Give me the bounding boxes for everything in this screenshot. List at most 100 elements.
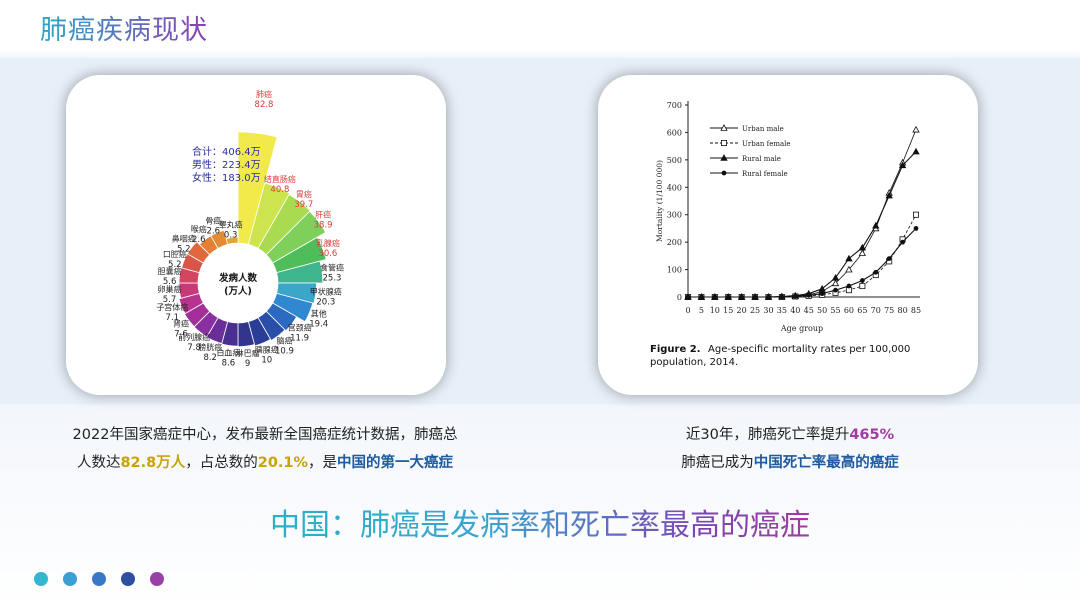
series-4-point-13 (846, 283, 852, 289)
rose-label-20: 口腔癌 (163, 249, 187, 259)
rose-value-3: 39.7 (294, 200, 313, 210)
left-caption-percent: 20.1% (257, 455, 309, 471)
y-tick-label-6: 600 (667, 128, 682, 137)
series-4-point-9 (792, 293, 798, 299)
incidence-chart-card: 肺癌 82.8 结直肠癌 40.8 胃癌 39.7 肝癌 38.9 乳腺癌 30.6 食管癌 25.3… (66, 75, 446, 395)
series-4-point-17 (900, 239, 905, 245)
rose-value-10: 10.9 (275, 347, 294, 357)
y-tick-label-3: 300 (667, 211, 682, 220)
rose-value-15: 7.8 (187, 343, 201, 353)
series-1-point-12 (831, 279, 840, 287)
summary-total-label: 合计：406.4万 (192, 145, 261, 158)
x-tick-label-3: 15 (723, 306, 733, 315)
rose-label-18: 卵巢癌 (157, 284, 181, 294)
x-tick-label-7: 35 (777, 306, 787, 315)
series-4-point-7 (766, 294, 771, 300)
figure-caption-1: Age-specific mortality rates per 100,000 (708, 344, 910, 355)
rose-value-23: 2.6 (207, 226, 221, 236)
rose-label-23: 骨癌 (205, 215, 221, 225)
left-caption-text-c: ，占总数的 (185, 455, 258, 471)
right-caption-line2: 肺癌已成为中国死亡率最高的癌症 (590, 451, 990, 472)
x-tick-label-13: 65 (857, 306, 867, 315)
dot-3 (92, 572, 106, 586)
rose-label-21: 鼻咽癌 (172, 233, 196, 243)
dot-1 (34, 572, 48, 586)
rose-label-5: 乳腺癌 (316, 238, 340, 248)
rose-label-10: 脑癌 (276, 336, 292, 346)
series-4-point-2 (699, 294, 704, 300)
left-caption-emphasis: 中国的第一大癌症 (337, 455, 454, 471)
right-caption-line1: 近30年，肺癌死亡率提升465% (590, 423, 990, 444)
x-tick-label-1: 5 (699, 306, 704, 315)
rose-value-17: 7.1 (166, 313, 180, 323)
rose-label-24: 睾丸癌 (219, 219, 243, 229)
series-4-point-11 (819, 291, 825, 297)
series-4-point-18 (913, 226, 919, 231)
summary-male-label: 男性：223.4万 (192, 158, 261, 171)
rose-label-13: 白血病 (216, 348, 240, 358)
mortality-chart-card: 0 100 200 300 400 500 600 700 0 5 10 15 20 25 30 35 40 45… (598, 75, 978, 395)
x-tick-label-12: 60 (844, 306, 854, 315)
series-4-point-16 (886, 256, 892, 261)
y-tick-label-2: 200 (667, 238, 682, 247)
rose-value-22: 2.6 (192, 235, 206, 245)
dot-4 (121, 572, 135, 586)
x-tick-label-0: 0 (685, 306, 690, 315)
y-tick-label-0: 0 (677, 293, 682, 302)
legend-marker-3 (720, 154, 728, 161)
x-tick-label-6: 30 (763, 306, 773, 315)
rose-value-24: 0.3 (224, 230, 238, 240)
x-tick-label-2: 10 (710, 306, 720, 315)
series-4-point-6 (752, 294, 758, 300)
series-4-point-12 (833, 287, 838, 293)
dot-5 (150, 572, 164, 586)
right-caption-text-a: 近30年，肺癌死亡率提升 (685, 427, 850, 443)
series-3-point-12 (831, 273, 840, 281)
left-caption-line2: 人数达82.8万人，占总数的20.1%，是中国的第一大癌症 (40, 451, 490, 472)
rose-value-7: 20.3 (316, 298, 335, 308)
rose-label-16: 肾癌 (173, 319, 189, 329)
rose-label-14: 膀胱癌 (198, 342, 222, 352)
series-3-point-14 (858, 243, 867, 251)
rose-value-20: 5.2 (168, 260, 182, 270)
rose-center-label-2: (万人) (224, 285, 252, 297)
series-3-point-13 (845, 254, 853, 262)
series-2-point-14 (859, 283, 866, 290)
rose-value-14: 8.2 (203, 353, 217, 363)
rose-value-16: 7.6 (174, 330, 188, 340)
legend-label-1: Urban male (742, 125, 784, 133)
main-claim: 中国：肺癌是发病率和死亡率最高的癌症 (270, 508, 810, 543)
series-3-point-16 (885, 191, 893, 199)
rose-value-13: 8.6 (222, 359, 236, 369)
x-tick-label-4: 20 (737, 306, 747, 315)
figure-label: Figure 2. (650, 344, 701, 355)
x-tick-label-8: 40 (790, 306, 800, 315)
x-tick-label-16: 80 (897, 306, 907, 315)
rose-label-6: 食管癌 (320, 263, 344, 273)
x-tick-label-5: 25 (750, 306, 760, 315)
legend-marker-1 (720, 124, 728, 131)
rose-value-2: 40.8 (270, 185, 289, 195)
legend-marker-4 (721, 170, 727, 176)
dot-2 (63, 572, 77, 586)
y-tick-label-7: 700 (667, 101, 682, 110)
y-tick-label-1: 100 (667, 266, 682, 275)
series-4-point-8 (779, 294, 785, 300)
rose-value-18: 5.7 (163, 295, 177, 305)
rose-label-3: 胃癌 (296, 189, 312, 199)
page-title: 肺癌疾病现状 (40, 8, 208, 47)
series-4-point-14 (859, 278, 865, 283)
y-axis-title: Mortality (1/100 000) (655, 160, 664, 242)
legend-label-2: Urban female (742, 140, 791, 148)
y-tick-label-4: 400 (667, 183, 682, 192)
series-3-point-17 (898, 161, 907, 169)
series-4-point-15 (873, 269, 879, 275)
rose-label-12: 淋巴瘤 (236, 348, 260, 358)
rose-label-1: 肺癌 (256, 89, 272, 99)
rose-center-label-1: 发病人数 (218, 272, 258, 284)
rose-value-12: 9 (245, 359, 250, 369)
rose-value-19: 5.6 (163, 277, 177, 287)
rose-label-2: 结直肠癌 (264, 174, 296, 184)
rose-label-4: 肝癌 (315, 210, 331, 220)
